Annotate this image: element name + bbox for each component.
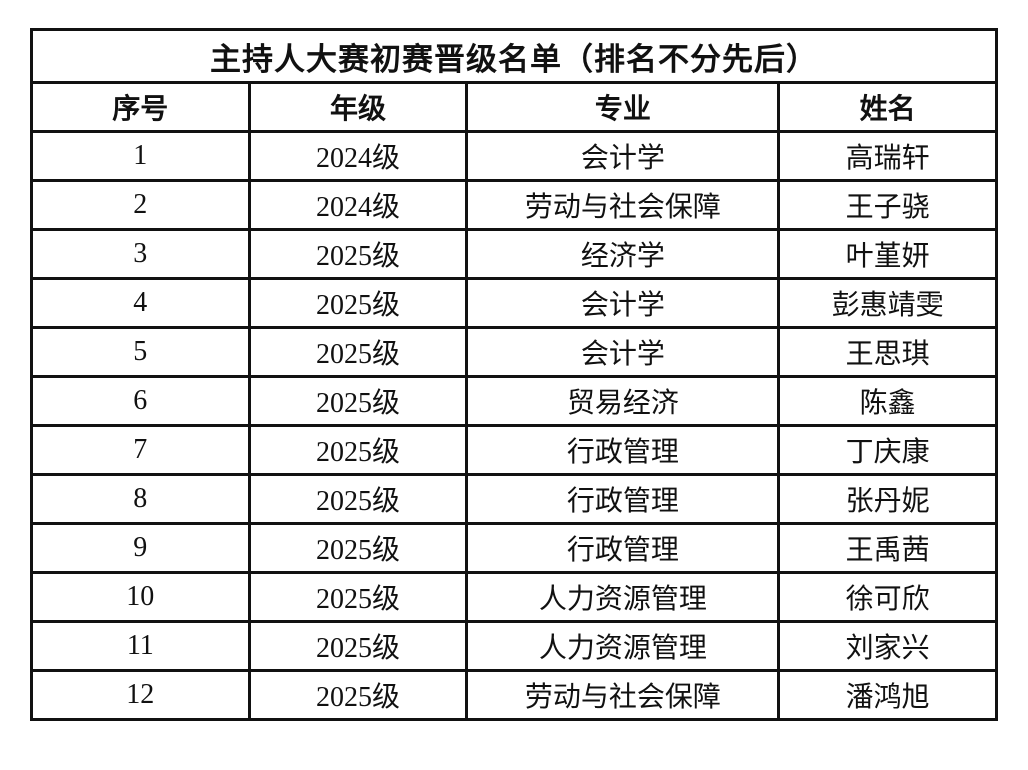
cell-major: 会计学 [465,326,781,378]
cell-name: 王思琪 [777,326,998,378]
cell-grade: 2025级 [247,620,469,672]
header-index: 序号 [30,81,251,133]
cell-major: 劳动与社会保障 [465,669,781,721]
cell-index: 8 [30,473,251,525]
cell-index: 7 [30,424,251,476]
cell-grade: 2025级 [247,228,469,280]
header-name: 姓名 [777,81,998,133]
cell-grade: 2025级 [247,375,469,427]
cell-grade: 2024级 [247,130,469,182]
cell-major: 行政管理 [465,473,781,525]
cell-major: 会计学 [465,130,781,182]
cell-index: 9 [30,522,251,574]
table-row: 6 2025级 贸易经济 陈鑫 [30,375,998,427]
cell-major: 行政管理 [465,522,781,574]
table-row: 5 2025级 会计学 王思琪 [30,326,998,378]
table-row: 3 2025级 经济学 叶堇妍 [30,228,998,280]
table-row: 9 2025级 行政管理 王禹茜 [30,522,998,574]
cell-index: 6 [30,375,251,427]
cell-grade: 2025级 [247,571,469,623]
cell-index: 11 [30,620,251,672]
cell-grade: 2025级 [247,669,469,721]
table-row: 2 2024级 劳动与社会保障 王子骁 [30,179,998,231]
cell-name: 叶堇妍 [777,228,998,280]
cell-name: 丁庆康 [777,424,998,476]
table-row: 4 2025级 会计学 彭惠靖雯 [30,277,998,329]
cell-name: 彭惠靖雯 [777,277,998,329]
table-row: 1 2024级 会计学 高瑞轩 [30,130,998,182]
cell-name: 徐可欣 [777,571,998,623]
cell-index: 3 [30,228,251,280]
cell-name: 高瑞轩 [777,130,998,182]
title-row: 主持人大赛初赛晋级名单（排名不分先后） [30,28,998,84]
cell-major: 劳动与社会保障 [465,179,781,231]
header-major: 专业 [465,81,781,133]
table-row: 8 2025级 行政管理 张丹妮 [30,473,998,525]
cell-grade: 2025级 [247,277,469,329]
cell-grade: 2025级 [247,326,469,378]
cell-name: 王子骁 [777,179,998,231]
cell-index: 5 [30,326,251,378]
table-row: 10 2025级 人力资源管理 徐可欣 [30,571,998,623]
cell-major: 会计学 [465,277,781,329]
cell-major: 人力资源管理 [465,620,781,672]
cell-grade: 2025级 [247,473,469,525]
cell-index: 1 [30,130,251,182]
advancement-list-table: 主持人大赛初赛晋级名单（排名不分先后） 序号 年级 专业 姓名 1 2024级 会计… [30,28,998,721]
cell-major: 经济学 [465,228,781,280]
cell-grade: 2024级 [247,179,469,231]
cell-name: 刘家兴 [777,620,998,672]
cell-index: 10 [30,571,251,623]
cell-name: 潘鸿旭 [777,669,998,721]
table-row: 11 2025级 人力资源管理 刘家兴 [30,620,998,672]
table-title: 主持人大赛初赛晋级名单（排名不分先后） [30,28,998,84]
header-row: 序号 年级 专业 姓名 [30,81,998,133]
cell-name: 张丹妮 [777,473,998,525]
cell-index: 12 [30,669,251,721]
cell-major: 行政管理 [465,424,781,476]
cell-index: 4 [30,277,251,329]
cell-grade: 2025级 [247,522,469,574]
cell-major: 人力资源管理 [465,571,781,623]
cell-major: 贸易经济 [465,375,781,427]
cell-index: 2 [30,179,251,231]
table-row: 7 2025级 行政管理 丁庆康 [30,424,998,476]
header-grade: 年级 [247,81,469,133]
cell-name: 王禹茜 [777,522,998,574]
cell-grade: 2025级 [247,424,469,476]
cell-name: 陈鑫 [777,375,998,427]
table-row: 12 2025级 劳动与社会保障 潘鸿旭 [30,669,998,721]
